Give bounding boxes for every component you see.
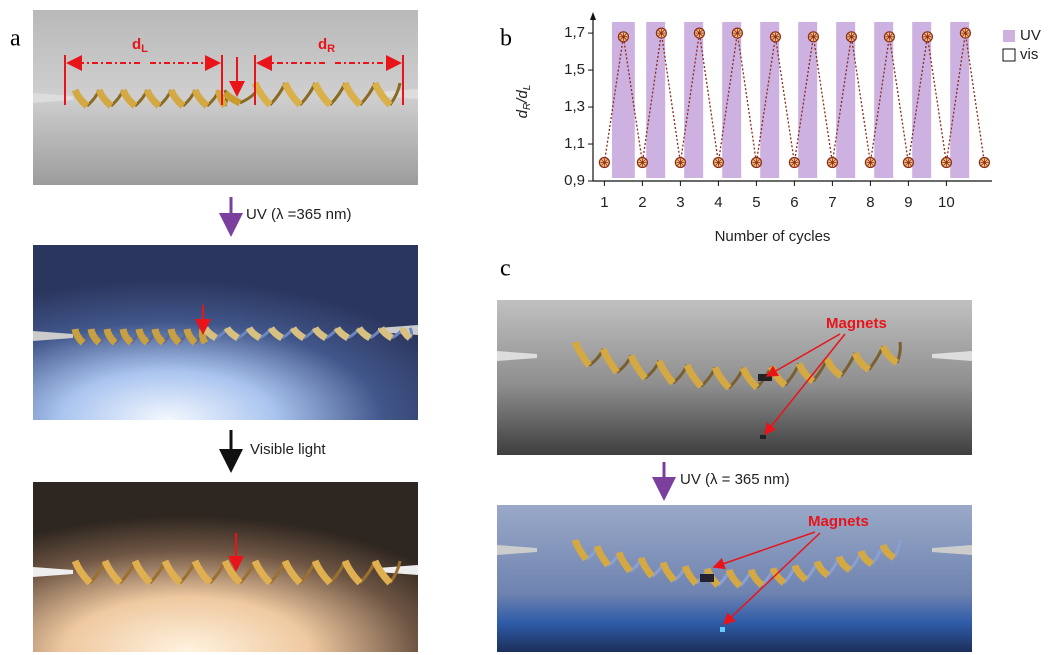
subscript: R: [327, 43, 335, 55]
point-cross: [638, 159, 646, 167]
point: [865, 158, 875, 168]
point: [599, 158, 609, 168]
panel-label: b: [500, 26, 512, 52]
point-cross: [961, 29, 969, 37]
point-cross: [752, 159, 760, 167]
y-tick-label: 1,7: [564, 24, 585, 41]
uv-band: [722, 22, 741, 178]
point-cross: [866, 159, 874, 167]
uv-band: [646, 22, 665, 178]
point: [827, 158, 837, 168]
magnet: [720, 627, 725, 632]
point-cross: [828, 159, 836, 167]
point-cross: [657, 29, 665, 37]
point-cross: [923, 33, 931, 41]
uv-caption: UV (λ = 365 nm): [680, 471, 790, 488]
y-axis-arrow: [590, 12, 596, 20]
photo: [497, 300, 972, 455]
symbol: d: [132, 36, 141, 53]
uv-band: [684, 22, 703, 178]
magnets-label: Magnets: [808, 513, 869, 530]
point: [846, 32, 856, 42]
point: [808, 32, 818, 42]
point: [922, 32, 932, 42]
y-tick-label: 1,5: [564, 61, 585, 78]
point: [751, 158, 761, 168]
x-tick-label: 3: [676, 194, 684, 211]
uv-band: [950, 22, 969, 178]
x-tick-label: 5: [752, 194, 760, 211]
x-tick-label: 6: [790, 194, 798, 211]
point-cross: [904, 159, 912, 167]
point: [941, 158, 951, 168]
legend-swatch: [1003, 30, 1015, 42]
y-axis-label: dR/dL: [514, 85, 533, 119]
uv-band: [612, 22, 635, 178]
point-cross: [771, 33, 779, 41]
point-cross: [885, 33, 893, 41]
point-cross: [980, 159, 988, 167]
magnet: [760, 435, 766, 439]
point-cross: [733, 29, 741, 37]
legend-label: UV: [1020, 27, 1041, 44]
uv-band: [836, 22, 855, 178]
symbol: d: [318, 36, 327, 53]
x-tick-label: 4: [714, 194, 722, 211]
point: [960, 28, 970, 38]
figure: a b c dL dR UV (λ =365 nm) Visible light…: [0, 0, 1052, 655]
point: [884, 32, 894, 42]
subscript: L: [141, 43, 148, 55]
point: [979, 158, 989, 168]
point-cross: [847, 33, 855, 41]
point-cross: [809, 33, 817, 41]
x-tick-label: 10: [938, 194, 955, 211]
panel-label: c: [500, 256, 511, 282]
point: [903, 158, 913, 168]
point: [789, 158, 799, 168]
subscript: L: [522, 85, 533, 91]
point-cross: [600, 159, 608, 167]
point-cross: [619, 33, 627, 41]
point-cross: [714, 159, 722, 167]
magnets-label: Magnets: [826, 315, 887, 332]
point: [713, 158, 723, 168]
y-tick-label: 0,9: [564, 172, 585, 189]
point: [694, 28, 704, 38]
point: [637, 158, 647, 168]
panel-label: a: [10, 26, 21, 52]
subscript: R: [522, 103, 533, 110]
visible-caption: Visible light: [250, 441, 326, 458]
point: [618, 32, 628, 42]
point: [770, 32, 780, 42]
legend-swatch: [1003, 49, 1015, 61]
symbol: /d: [514, 90, 531, 104]
point-cross: [695, 29, 703, 37]
y-tick-label: 1,1: [564, 135, 585, 152]
point: [656, 28, 666, 38]
x-tick-label: 1: [600, 194, 608, 211]
point: [675, 158, 685, 168]
x-tick-label: 7: [828, 194, 836, 211]
point: [732, 28, 742, 38]
x-tick-label: 8: [866, 194, 874, 211]
x-tick-label: 9: [904, 194, 912, 211]
point-cross: [942, 159, 950, 167]
magnet: [700, 574, 714, 582]
chart: 0,9 1,1 1,3 1,5 1,7 1 2 3 4 5 6 7 8 9 10 Number of cycl…: [514, 12, 1041, 245]
uv-band: [760, 22, 779, 178]
x-axis-label: Number of cycles: [715, 228, 831, 245]
uv-caption: UV (λ =365 nm): [246, 206, 351, 223]
point-cross: [790, 159, 798, 167]
legend-label: vis: [1020, 46, 1038, 63]
x-tick-label: 2: [638, 194, 646, 211]
y-tick-label: 1,3: [564, 98, 585, 115]
point-cross: [676, 159, 684, 167]
